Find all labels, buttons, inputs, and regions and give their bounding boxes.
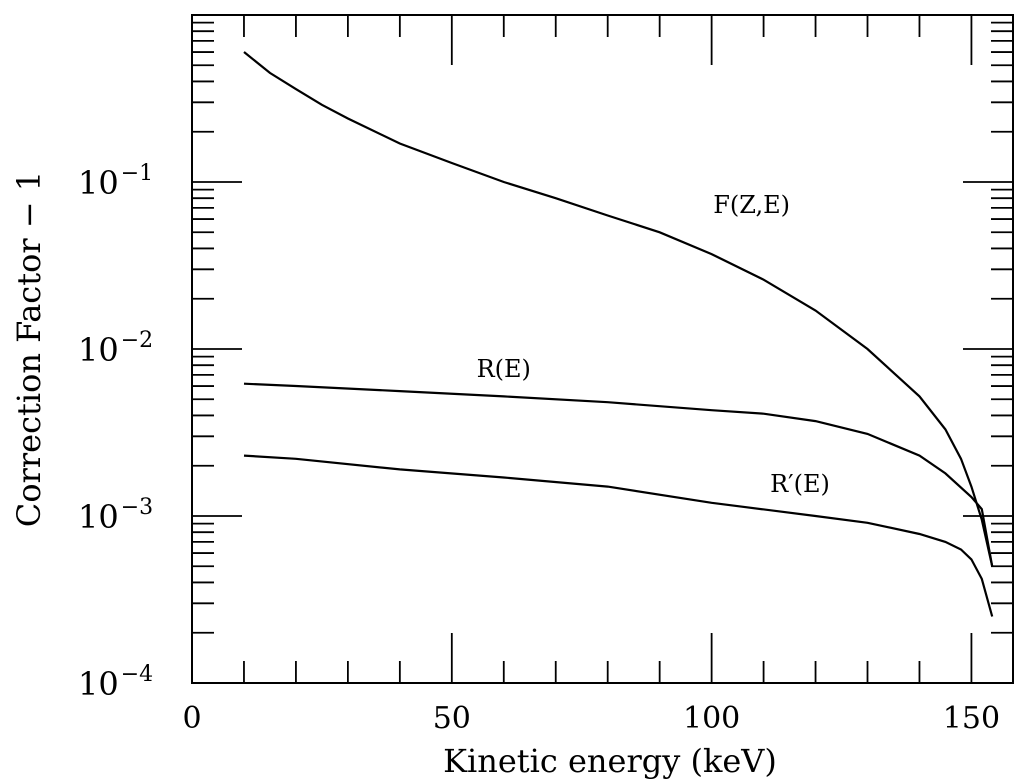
curve-labels: F(Z,E) R(E) R′(E) bbox=[477, 191, 830, 498]
tick-marks bbox=[192, 15, 1013, 683]
r-e-curve bbox=[243, 382, 994, 567]
y-tick-label: 10−4 bbox=[78, 662, 153, 703]
x-tick-label: 0 bbox=[182, 701, 201, 736]
x-axis-label: Kinetic energy (keV) bbox=[443, 742, 777, 780]
label-r-prime-e: R′(E) bbox=[770, 470, 830, 498]
y-tick-label: 10−2 bbox=[78, 328, 153, 369]
y-axis-label: Correction Factor − 1 bbox=[10, 171, 48, 527]
x-tick-label: 50 bbox=[433, 701, 471, 736]
f-z-e-curve bbox=[243, 51, 994, 567]
plot-frame bbox=[191, 14, 1014, 684]
y-tick-labels: 10−4 10−3 10−2 10−1 bbox=[78, 161, 153, 703]
y-tick-label: 10−1 bbox=[78, 161, 153, 202]
x-tick-label: 150 bbox=[943, 701, 1000, 736]
y-tick-label: 10−3 bbox=[78, 495, 153, 536]
curves bbox=[243, 51, 994, 617]
x-tick-label: 100 bbox=[683, 701, 740, 736]
label-f-z-e: F(Z,E) bbox=[713, 191, 790, 219]
label-r-e: R(E) bbox=[477, 355, 531, 383]
r-prime-e-curve bbox=[243, 454, 994, 617]
x-tick-labels: 0 50 100 150 bbox=[182, 701, 1000, 736]
